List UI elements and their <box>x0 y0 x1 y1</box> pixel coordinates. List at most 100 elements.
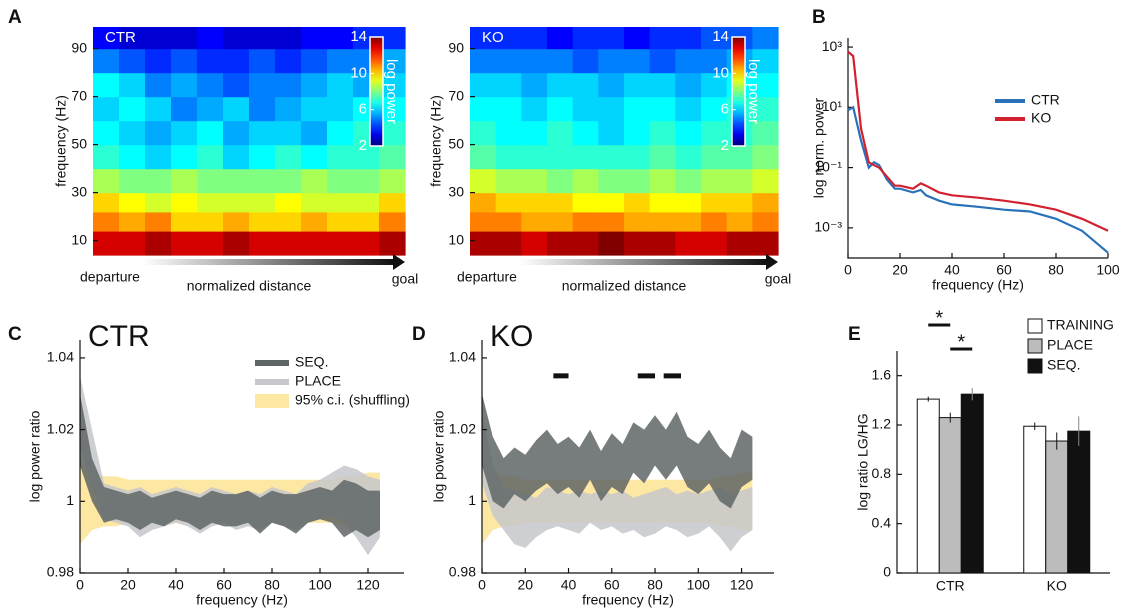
heatmap-cell <box>223 48 250 74</box>
legend-swatch <box>1027 318 1043 334</box>
heatmap-cell <box>275 144 302 170</box>
x-start-label: departure <box>80 269 140 285</box>
line <box>847 50 1109 232</box>
heatmap-cell <box>119 211 146 232</box>
heatmap-cell <box>624 72 651 98</box>
heatmap-cell <box>197 96 224 122</box>
heatmap-cell <box>145 48 172 74</box>
y-tick-label: 1.6 <box>872 366 892 382</box>
band <box>482 411 753 552</box>
heatmap-cell <box>495 96 522 122</box>
heatmap-cell <box>327 27 354 50</box>
heatmap-cell <box>649 192 676 213</box>
heatmap-cell <box>327 48 354 74</box>
heatmap-cell <box>301 96 328 122</box>
heatmap-cell <box>197 192 224 213</box>
y-tick-label: 1 <box>66 492 74 508</box>
heatmap-cell <box>93 192 120 213</box>
y-axis-label: log power ratio <box>431 410 447 502</box>
x-axis-label: frequency (Hz) <box>196 592 288 608</box>
x-tick-label: 80 <box>1048 262 1064 278</box>
x-tick-label: 120 <box>356 577 380 593</box>
heatmap-cell <box>93 96 120 122</box>
legend-label: SEQ. <box>295 354 328 370</box>
heatmap-cell <box>649 231 676 256</box>
heatmap-cell <box>675 120 702 146</box>
heatmap-cell <box>249 72 276 98</box>
heatmap-cell <box>327 72 354 98</box>
colorbar-tick-label: 10 <box>350 64 367 81</box>
colorbar <box>731 36 746 147</box>
bar <box>916 398 940 574</box>
heatmap-cell <box>521 72 548 98</box>
heatmap-cell <box>547 168 574 194</box>
heatmap-cell <box>675 27 702 50</box>
heatmap-cell <box>624 27 651 50</box>
heatmap-cell <box>145 120 172 146</box>
heatmap-cell <box>701 27 728 50</box>
heatmap-cell <box>470 27 497 50</box>
heatmap-cell <box>223 144 250 170</box>
bar <box>1023 425 1047 574</box>
heatmap-cell <box>649 120 676 146</box>
distance-arrow <box>520 259 766 265</box>
heatmap-cell <box>93 27 120 50</box>
axes <box>79 340 404 574</box>
heatmap-cell <box>598 211 625 232</box>
heatmap-cell <box>521 144 548 170</box>
heatmap-cell <box>223 120 250 146</box>
y-tick-label: 1.2 <box>872 416 892 432</box>
heatmap-cell <box>547 192 574 213</box>
heatmap-cell <box>752 120 779 146</box>
heatmap-cell <box>598 192 625 213</box>
heatmap-cell <box>521 27 548 50</box>
heatmap-cell <box>93 168 120 194</box>
heatmap-cell <box>327 231 354 256</box>
y-tick-label: 50 <box>448 135 464 151</box>
heatmap-cell <box>93 120 120 146</box>
heatmap-cell <box>197 120 224 146</box>
legend-label: 95% c.i. (shuffling) <box>295 392 410 408</box>
legend-label: TRAINING <box>1047 317 1114 333</box>
x-axis-label: normalized distance <box>187 278 312 294</box>
heatmap-cell <box>752 231 779 256</box>
x-tick-label: 80 <box>647 577 663 593</box>
heatmap-cell <box>249 192 276 213</box>
heatmap-cell <box>249 48 276 74</box>
heatmap-cell <box>726 192 753 213</box>
heatmap-cell <box>249 231 276 256</box>
heatmap-cell <box>301 211 328 232</box>
heatmap-cell <box>495 192 522 213</box>
y-tick-label: 30 <box>448 183 464 199</box>
heatmap-cell <box>598 27 625 50</box>
y-tick-label: 0.8 <box>872 465 892 481</box>
heatmap-cell <box>93 231 120 256</box>
colorbar <box>369 36 384 147</box>
heatmap-cell <box>301 231 328 256</box>
y-tick-label: 0.98 <box>449 564 476 580</box>
heatmap-cell <box>470 144 497 170</box>
heatmap-cell <box>649 96 676 122</box>
x-tick-label: 0 <box>844 262 852 278</box>
heatmap-cell <box>301 27 328 50</box>
heatmap-cell <box>470 48 497 74</box>
heatmap-cell <box>598 231 625 256</box>
x-tick-label: 20 <box>517 577 533 593</box>
heatmap-cell <box>598 96 625 122</box>
heatmap-cell <box>701 120 728 146</box>
panel-letter: D <box>412 324 426 345</box>
heatmap-cell <box>197 27 224 50</box>
heatmap-cell <box>521 231 548 256</box>
colorbar-tick-label: 14 <box>350 28 367 45</box>
heatmap-cell <box>119 48 146 74</box>
heatmap-cell <box>119 192 146 213</box>
heatmap-cell <box>275 192 302 213</box>
heatmap-cell <box>572 168 599 194</box>
significance-label: * <box>935 307 943 329</box>
x-end-label: goal <box>765 271 791 287</box>
x-tick-label: 20 <box>892 262 908 278</box>
y-tick-label: 0.98 <box>47 564 74 580</box>
heatmap-cell <box>572 231 599 256</box>
heatmap-cell <box>598 144 625 170</box>
heatmap-cell <box>547 120 574 146</box>
